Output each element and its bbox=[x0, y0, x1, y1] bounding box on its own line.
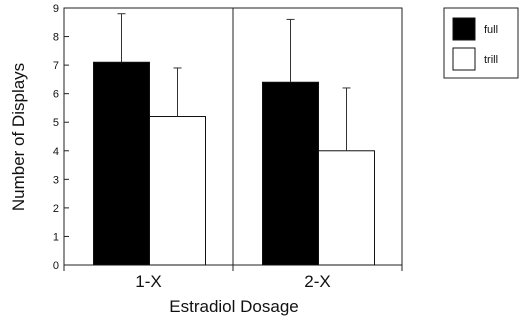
y-tick-label: 2 bbox=[53, 203, 59, 215]
bar-trill bbox=[318, 150, 375, 266]
legend-swatch-trill bbox=[452, 47, 476, 71]
plot-area: 0 1 2 3 4 5 6 7 8 9 1-X 2-X bbox=[53, 3, 403, 291]
legend-label-trill: trill bbox=[484, 54, 498, 66]
y-tick-label: 6 bbox=[53, 89, 59, 101]
y-tick-label: 7 bbox=[53, 60, 59, 72]
legend-label-full: full bbox=[484, 24, 498, 36]
y-tick-label: 0 bbox=[53, 260, 59, 272]
y-tick-label: 5 bbox=[53, 117, 59, 129]
x-tick-label: 2-X bbox=[304, 272, 330, 291]
y-tick-label: 8 bbox=[53, 32, 59, 44]
bar-trill bbox=[149, 116, 206, 266]
legend-swatch-full bbox=[452, 17, 476, 41]
bar-full bbox=[93, 61, 150, 266]
y-tick-label: 1 bbox=[53, 231, 59, 243]
x-tick-label: 1-X bbox=[135, 272, 161, 291]
y-tick-label: 4 bbox=[53, 146, 59, 158]
bar-full bbox=[262, 81, 319, 266]
x-axis-label: Estradiol Dosage bbox=[169, 297, 298, 316]
y-tick-label: 3 bbox=[53, 174, 59, 186]
y-axis-label: Number of Displays bbox=[9, 63, 28, 211]
chart-legend: full trill bbox=[443, 7, 519, 79]
y-tick-label: 9 bbox=[53, 3, 59, 15]
